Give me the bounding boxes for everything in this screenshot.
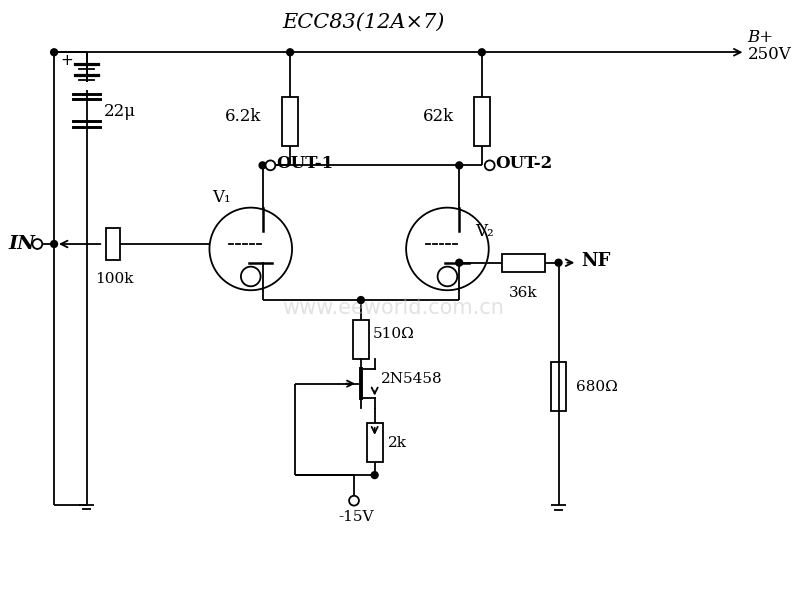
Text: -15V: -15V bbox=[338, 510, 374, 523]
Bar bbox=[474, 97, 489, 146]
Text: ECC83(12A×7): ECC83(12A×7) bbox=[283, 13, 445, 32]
Bar bbox=[551, 362, 567, 411]
Text: IN: IN bbox=[8, 235, 35, 253]
Circle shape bbox=[51, 49, 57, 56]
Text: 510Ω: 510Ω bbox=[373, 328, 414, 342]
Text: 36k: 36k bbox=[508, 286, 537, 300]
Circle shape bbox=[287, 49, 293, 56]
Bar bbox=[367, 423, 383, 462]
Circle shape bbox=[357, 297, 364, 303]
Circle shape bbox=[555, 259, 562, 266]
Text: 2N5458: 2N5458 bbox=[380, 371, 442, 385]
Text: V₁: V₁ bbox=[212, 189, 230, 206]
Text: B+: B+ bbox=[748, 29, 773, 46]
Text: 250V: 250V bbox=[748, 46, 791, 63]
Circle shape bbox=[456, 259, 463, 266]
Circle shape bbox=[265, 161, 275, 170]
Circle shape bbox=[33, 239, 42, 249]
Text: 22μ: 22μ bbox=[104, 103, 136, 120]
Text: NF: NF bbox=[581, 252, 611, 270]
Text: 2k: 2k bbox=[388, 436, 407, 450]
Text: OUT-2: OUT-2 bbox=[496, 155, 553, 172]
Text: www.eeworld.com.cn: www.eeworld.com.cn bbox=[282, 298, 505, 318]
Text: 6.2k: 6.2k bbox=[225, 108, 261, 125]
Text: 62k: 62k bbox=[423, 108, 454, 125]
Bar bbox=[282, 97, 298, 146]
Text: 680Ω: 680Ω bbox=[576, 379, 618, 393]
Text: OUT-1: OUT-1 bbox=[277, 155, 333, 172]
Text: 100k: 100k bbox=[95, 272, 133, 286]
Text: V₂: V₂ bbox=[475, 223, 493, 240]
Circle shape bbox=[478, 49, 485, 56]
Circle shape bbox=[485, 161, 495, 170]
Bar bbox=[353, 320, 369, 359]
Circle shape bbox=[349, 496, 359, 506]
Circle shape bbox=[51, 241, 57, 247]
Circle shape bbox=[259, 162, 266, 169]
Circle shape bbox=[456, 162, 463, 169]
Text: +: + bbox=[61, 53, 73, 67]
Bar bbox=[106, 228, 120, 260]
Bar bbox=[501, 254, 545, 272]
Circle shape bbox=[371, 472, 378, 478]
